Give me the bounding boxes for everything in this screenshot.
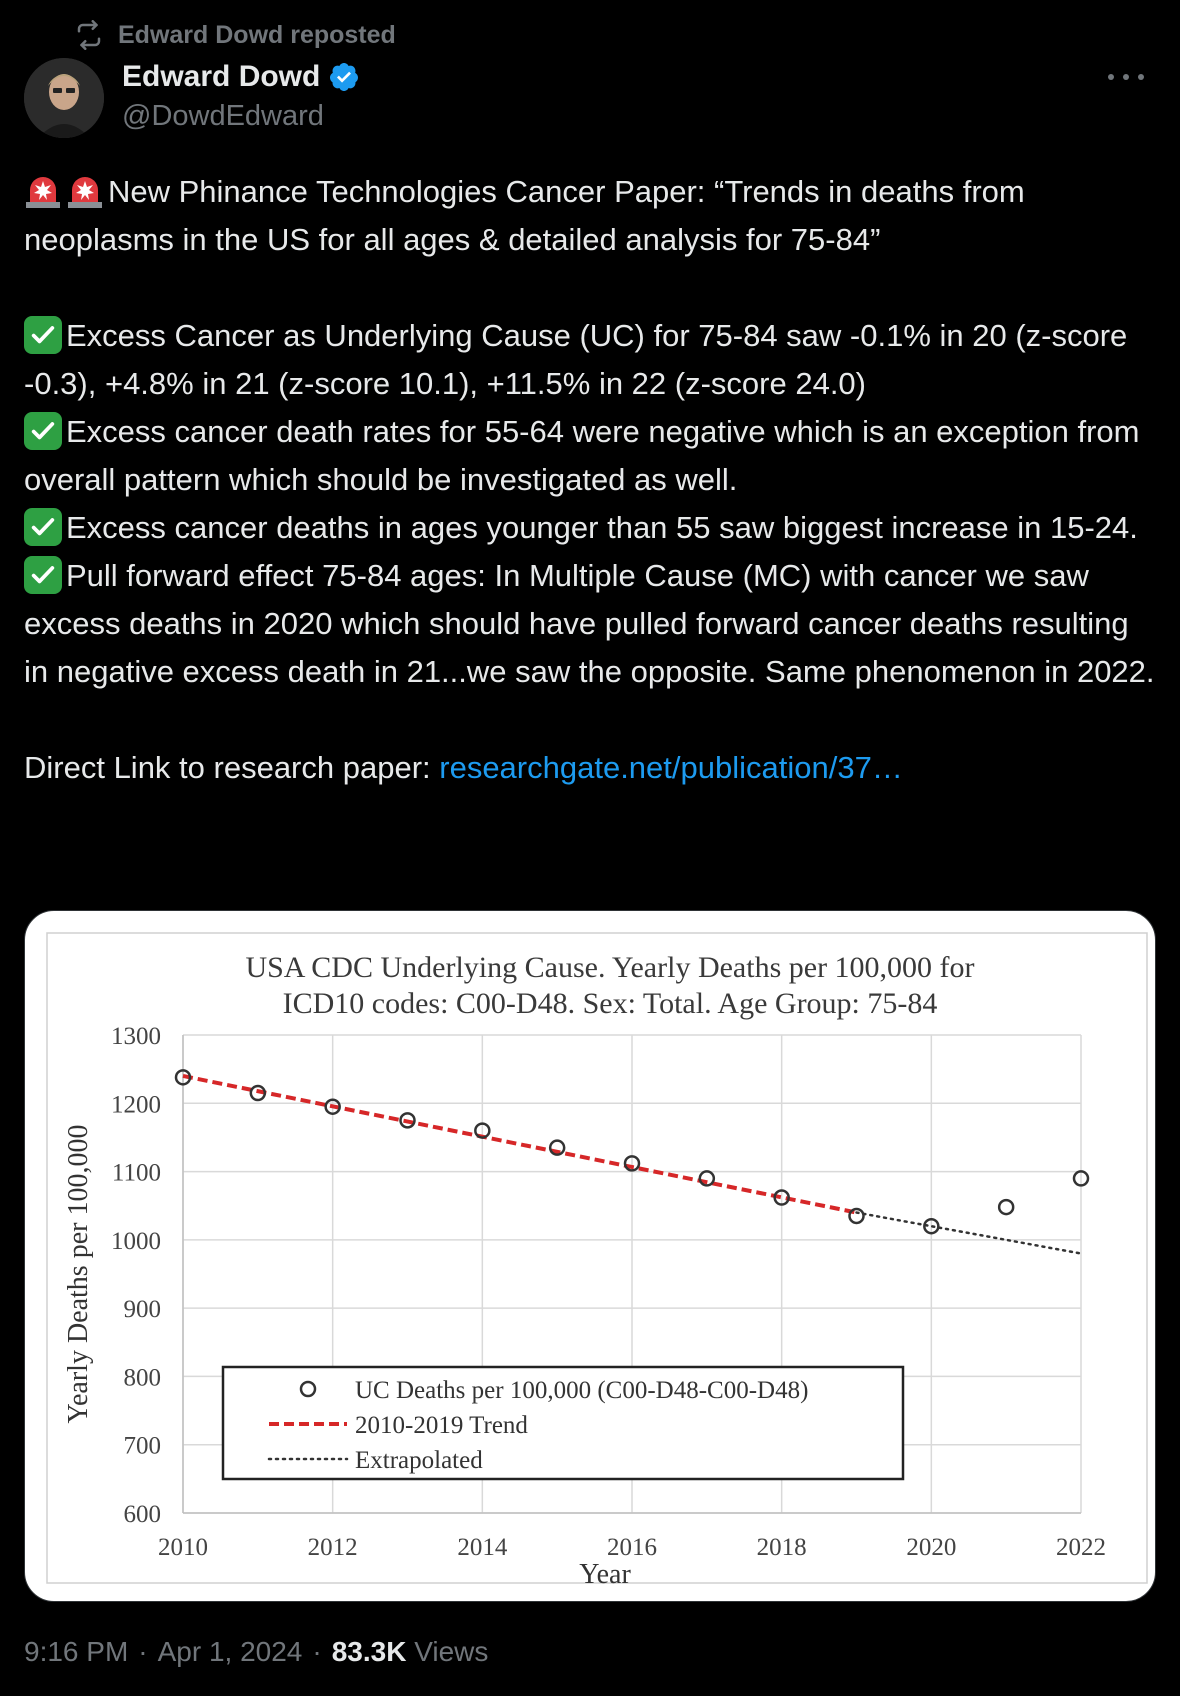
tweet-bullet: Excess Cancer as Underlying Cause (UC) f… [24,312,1160,408]
y-tick-label: 600 [124,1501,162,1528]
repost-icon [77,20,101,50]
tweet-bullet-text: Excess cancer deaths in ages younger tha… [66,510,1138,545]
data-point [1072,1170,1090,1187]
chart-area-border [46,932,1148,1584]
check-mark-emoji-icon [24,412,62,450]
chart: USA CDC Underlying Cause. Yearly Deaths … [46,932,1148,1590]
x-tick-label: 2012 [308,1534,358,1561]
x-tick-label: 2018 [757,1534,807,1561]
tweet-meta: 9:16 PM · Apr 1, 2024 · 83.3K Views [24,1636,488,1668]
separator-dot: · [138,1636,148,1667]
y-tick-label: 800 [124,1364,162,1391]
x-tick-label: 2014 [457,1534,508,1561]
author-handle[interactable]: @DowdEdward [122,100,324,132]
data-point [249,1084,267,1102]
data-point [773,1189,790,1206]
chart-title-line: USA CDC Underlying Cause. Yearly Deaths … [245,951,974,984]
avatar-image [24,58,104,138]
tweet-bullet: Pull forward effect 75-84 ages: In Multi… [24,552,1160,696]
repost-indicator[interactable]: Edward Dowd reposted [74,18,396,52]
x-tick-label: 2022 [1056,1534,1106,1561]
tweet-date[interactable]: Apr 1, 2024 [157,1636,303,1667]
x-tick-label: 2010 [158,1534,208,1561]
check-mark-emoji-icon [24,556,62,594]
check-mark-emoji-icon [24,316,62,354]
tweet-bullet: Excess cancer death rates for 55-64 were… [24,408,1160,504]
tweet-intro: New Phinance Technologies Cancer Paper: … [24,174,1025,257]
repost-text: Edward Dowd reposted [118,20,396,49]
legend-label: UC Deaths per 100,000 (C00-D48-C00-D48) [355,1377,808,1404]
tweet-link-paragraph: Direct Link to research paper: researchg… [24,744,1160,792]
siren-emoji-icon [68,177,102,208]
data-point [548,1139,566,1156]
tweet-bullet: Excess cancer deaths in ages younger tha… [24,504,1160,552]
data-point [623,1155,641,1172]
data-point [399,1112,416,1129]
separator-dot: · [312,1636,322,1667]
y-tick-label: 1000 [111,1228,161,1255]
siren-emoji-icon [26,177,60,208]
y-tick-label: 900 [124,1296,162,1323]
data-point [848,1207,865,1225]
author-name-row[interactable]: Edward Dowd [122,60,360,94]
author-name[interactable]: Edward Dowd [122,60,321,93]
data-point [923,1217,940,1235]
tweet-bullet-text: Pull forward effect 75-84 ages: In Multi… [24,558,1155,689]
extrapolated-line [855,1211,1083,1255]
data-point [324,1098,341,1115]
y-axis-label: Yearly Deaths per 100,000 [63,1125,94,1424]
data-point [997,1198,1015,1216]
views-count[interactable]: 83.3K [331,1636,407,1667]
tweet-bullet-text: Excess cancer death rates for 55-64 were… [24,414,1140,497]
x-tick-label: 2016 [607,1534,657,1561]
avatar[interactable] [24,58,104,138]
tweet-bullet-text: Excess Cancer as Underlying Cause (UC) f… [24,318,1128,401]
data-point [698,1170,716,1187]
legend-label: Extrapolated [355,1447,483,1474]
y-tick-label: 1300 [111,1023,161,1050]
y-tick-label: 1200 [111,1091,161,1118]
x-axis-label: Year [579,1559,631,1590]
verified-badge-icon [330,63,359,91]
tweet-intro-paragraph: New Phinance Technologies Cancer Paper: … [24,168,1160,264]
legend-marker-scatter [299,1380,317,1398]
data-point [474,1122,491,1139]
x-tick-label: 2020 [906,1534,956,1561]
research-paper-link[interactable]: researchgate.net/publication/37… [439,750,903,785]
tweet-time[interactable]: 9:16 PM [24,1636,129,1667]
check-mark-emoji-icon [24,508,62,546]
link-prefix: Direct Link to research paper: [24,750,440,785]
data-point [174,1069,192,1086]
chart-title-line: ICD10 codes: C00-D48. Sex: Total. Age Gr… [283,987,938,1020]
tweet-media-image[interactable]: USA CDC Underlying Cause. Yearly Deaths … [24,910,1156,1602]
y-tick-label: 700 [124,1433,162,1460]
views-label: Views [414,1636,489,1667]
more-options-icon[interactable] [1108,62,1144,92]
trend-line [182,1074,857,1215]
tweet-text: New Phinance Technologies Cancer Paper: … [24,168,1160,792]
legend-label: 2010-2019 Trend [355,1412,528,1439]
y-tick-label: 1100 [112,1160,161,1187]
